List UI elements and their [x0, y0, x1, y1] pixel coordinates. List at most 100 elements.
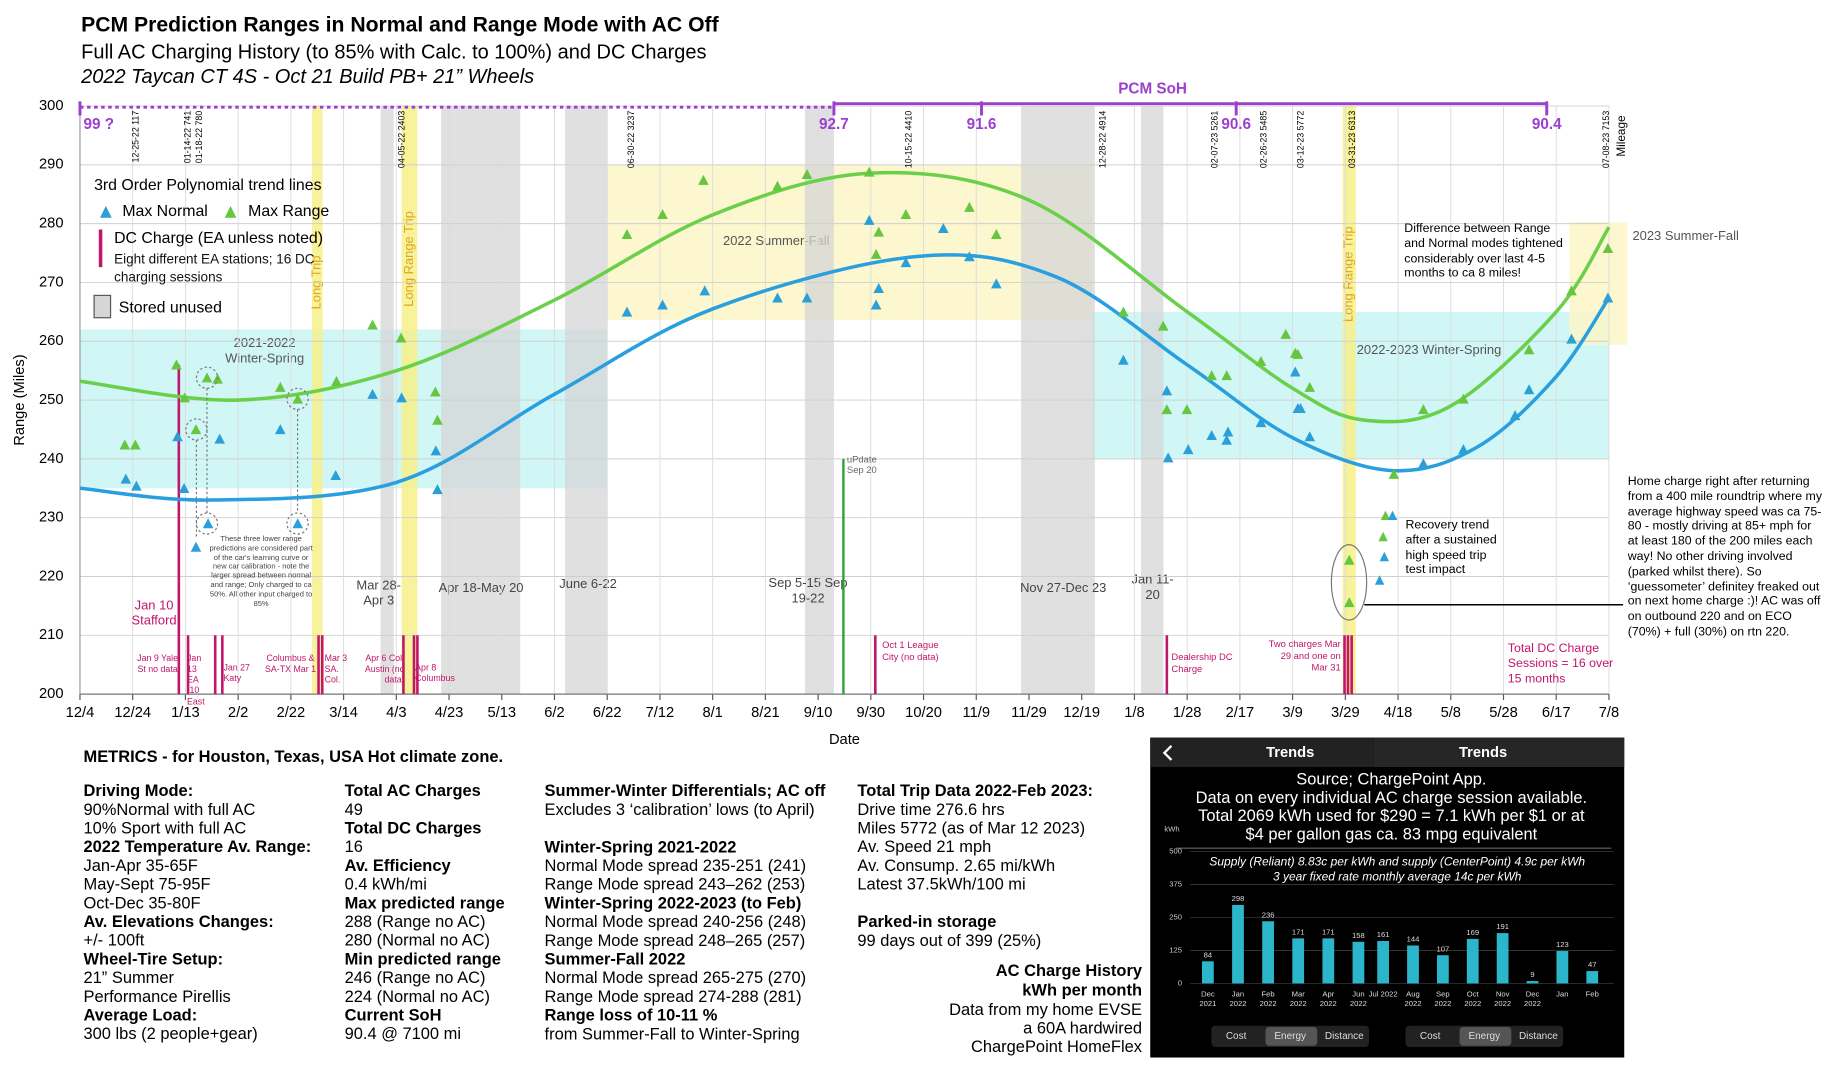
- y-axis-label: Range (Miles): [12, 354, 28, 445]
- data-point: [657, 299, 668, 310]
- annotation: Mar 3 SA. Col.: [325, 653, 348, 685]
- soh-label: 90.6: [1221, 116, 1251, 133]
- trip-label: Long Range Trip: [1341, 226, 1356, 322]
- legend-symbol: [98, 229, 103, 268]
- data-point: [698, 174, 709, 185]
- panel-button[interactable]: Energy: [1274, 1031, 1306, 1042]
- data-point: [621, 306, 633, 317]
- stored-label: Jan 11-20: [1132, 573, 1174, 603]
- panel-y-label: kWh: [1164, 824, 1179, 833]
- stored-label: Nov 27-Dec 23: [1020, 581, 1107, 596]
- annotation-text: Apr 8 Columbus: [415, 662, 455, 684]
- soh-label: 92.7: [819, 116, 849, 133]
- data-point: [1418, 404, 1429, 415]
- x-tick-label: 6/17: [1542, 705, 1571, 721]
- bar: [1466, 938, 1479, 984]
- metrics-line: 0.4 kWh/mi: [345, 876, 427, 894]
- panel-button[interactable]: Cost: [1226, 1031, 1247, 1042]
- metrics-line: Av. Efficiency: [345, 857, 452, 875]
- annotation: Jan 13 EA I10 East: [187, 653, 205, 707]
- metrics-line: Range Mode spread 243–262 (253): [545, 876, 806, 894]
- metrics-line: Average Load:: [84, 1006, 198, 1024]
- data-point: [621, 228, 633, 239]
- data-point: [1602, 292, 1614, 303]
- panel-button[interactable]: Energy: [1468, 1031, 1500, 1042]
- mileage-label: 03-31-23 6313: [1347, 111, 1357, 168]
- stored-label-text: Apr 18-May 20: [438, 581, 524, 596]
- panel-button[interactable]: Distance: [1519, 1031, 1558, 1042]
- y-tick-label: 240: [39, 451, 64, 467]
- x-tick-label: 5/28: [1489, 705, 1518, 721]
- metrics-line: Summer-Fall 2022: [545, 950, 686, 968]
- back-arrow[interactable]: [1162, 745, 1173, 761]
- bar-value-label: 158: [1352, 931, 1365, 940]
- panel-button[interactable]: Distance: [1325, 1031, 1364, 1042]
- data-point: [120, 473, 132, 484]
- x-tick-label: 1/28: [1173, 705, 1202, 721]
- bar-category: Oct 2022: [1464, 990, 1481, 1008]
- metrics-line: Driving Mode:: [84, 782, 194, 800]
- metrics-line: 300 lbs (2 people+gear): [84, 1025, 258, 1043]
- data-point: [699, 285, 711, 296]
- metrics-line: Oct-Dec 35-80F: [84, 894, 201, 912]
- data-point: [1292, 348, 1304, 359]
- metrics-line: Wheel-Tire Setup:: [84, 950, 224, 968]
- data-point: [870, 248, 882, 259]
- x-tick-label: 4/23: [435, 705, 464, 721]
- data-point: [1206, 370, 1217, 381]
- chart-title: PCM Prediction Ranges in Normal and Rang…: [81, 14, 719, 37]
- callout-ellipse: [1330, 544, 1368, 621]
- band-label: 2021-2022 Winter-Spring: [225, 337, 304, 367]
- data-point: [1118, 306, 1129, 317]
- data-point: [873, 226, 885, 237]
- callout-circle: [286, 387, 309, 411]
- inset-note: Data on every individual AC charge sessi…: [1196, 789, 1587, 807]
- data-point: [1458, 393, 1469, 404]
- data-point: [900, 208, 912, 219]
- x-tick-label: 6/2: [544, 705, 564, 721]
- stored-label-text: Nov 27-Dec 23: [1020, 581, 1107, 596]
- band-label: 2022 Summer-Fall: [723, 234, 830, 249]
- data-point: [190, 424, 202, 435]
- band-label-text: 2022-2023 Winter-Spring: [1356, 343, 1502, 358]
- y-tick-label: 260: [39, 333, 64, 349]
- panel-tick-label: 500: [1169, 847, 1182, 856]
- data-point: [1566, 333, 1577, 344]
- metrics-line: Winter-Spring 2021-2022: [545, 838, 737, 856]
- annotation-text: These three lower range predictions are …: [209, 535, 313, 608]
- metrics-line: Normal Mode spread 235-251 (241): [545, 857, 807, 875]
- bar-category-text: Sep 2022: [1434, 990, 1452, 1009]
- data-point: [1221, 370, 1232, 381]
- panel-button[interactable]: Cost: [1420, 1031, 1441, 1042]
- soh-label: 99 ?: [84, 116, 115, 133]
- bar-category-text: Jan: [1556, 990, 1569, 999]
- inset-note: Total 2069 kWh used for $290 = 7.1 kWh p…: [1198, 807, 1585, 825]
- metrics-line: Range loss of 10-11 %: [545, 1007, 718, 1025]
- annotation: Dealership DC Charge: [1171, 651, 1233, 674]
- data-point: [1343, 554, 1355, 565]
- metrics-line: Drive time 276.6 hrs: [857, 801, 1004, 819]
- bar-category: Apr 2022: [1320, 990, 1337, 1008]
- bar-category-text: Jul 2022: [1368, 990, 1398, 999]
- data-point: [1182, 444, 1194, 455]
- annotation-text: Dealership DC Charge: [1171, 651, 1233, 674]
- inset-header: [1150, 737, 1374, 768]
- data-point: [863, 214, 875, 225]
- chart-subtitle: Full AC Charging History (to 85% with Ca…: [81, 41, 706, 63]
- data-point: [1181, 404, 1193, 415]
- y-tick-label: 210: [39, 627, 64, 643]
- metrics-line: Winter-Spring 2022-2023 (to Feb): [545, 894, 802, 912]
- y-tick-label: 290: [39, 157, 64, 173]
- button-selected: [1459, 1026, 1512, 1046]
- annotation-text: Two charges Mar 29 and one on Mar 31: [1268, 638, 1341, 673]
- stored-label-text: Mar 28- Apr 3: [356, 578, 402, 609]
- bar-value-label: 123: [1556, 940, 1569, 949]
- soh-label: 90.4: [1532, 116, 1562, 133]
- band-label-text: 2022 Summer-Fall: [723, 234, 830, 249]
- bar-category: Mar 2022: [1290, 990, 1307, 1008]
- callout-circle: [286, 512, 309, 535]
- data-point: [1418, 458, 1429, 469]
- stored-label: June 6-22: [559, 578, 617, 592]
- data-point: [964, 201, 975, 212]
- bar-category: Sep 2022: [1434, 990, 1452, 1009]
